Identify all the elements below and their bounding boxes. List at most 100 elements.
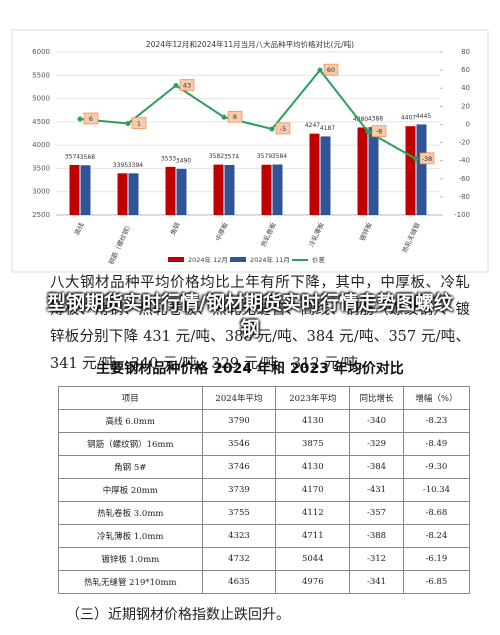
bar	[176, 168, 187, 215]
bar	[80, 165, 91, 215]
table-header-row: 项目 2024年平均 2023年平均 同比增长 增幅（%）	[58, 386, 471, 410]
table-row: 热轧卷板 3.0mm 3755 4112 -357 -8.68	[58, 501, 471, 525]
table-title: 主要钢材品种价格 2024 年和 2023 年均价对比	[96, 361, 404, 377]
table-cell: 3739	[201, 478, 277, 502]
table-cell: -329	[349, 432, 404, 456]
point-label: -38	[422, 155, 433, 163]
chart-title: 2024年12月和2024年11月当月八大品种平均价格对比(元/吨)	[146, 39, 354, 49]
table-cell: 4170	[275, 478, 351, 502]
table-cell: -384	[349, 455, 404, 479]
table-cell: 4635	[201, 570, 277, 594]
table-cell: -8.24	[402, 524, 471, 548]
y2-tick-label: -40	[459, 157, 470, 165]
label-box	[371, 125, 387, 137]
bar-label: 3490	[176, 157, 191, 164]
point-label: 6	[89, 115, 93, 123]
legend-item: 价差	[292, 255, 326, 264]
table-cell: 3755	[201, 501, 277, 525]
table-row: 冷轧薄板 1.0mm 4323 4711 -388 -8.24	[58, 524, 471, 548]
label-box	[131, 117, 147, 129]
bar-label: 4247	[305, 122, 320, 129]
footer: （三）近期钢材价格指数止跌回升。	[66, 607, 290, 623]
y2-tick-label: -100	[454, 211, 470, 219]
table-cell: 4130	[275, 409, 351, 433]
table-cell: 镀锌板 1.0mm	[58, 547, 203, 571]
table-cell: 4711	[275, 524, 351, 548]
point-label: 60	[327, 66, 335, 74]
bar	[117, 173, 128, 215]
header-cell: 项目	[58, 386, 203, 410]
point-label: 43	[183, 82, 191, 90]
y-tick-label: 4500	[32, 118, 50, 126]
table-row: 角钢 5# 3746 4130 -384 -9.30	[58, 455, 471, 479]
bar	[261, 164, 272, 215]
table-cell: -9.30	[402, 455, 471, 479]
point-label: -8	[376, 128, 382, 136]
price-table: 项目 2024年平均 2023年平均 同比增长 增幅（%） 高线 6.0mm 3790 413…	[58, 386, 471, 594]
overlay-title: 型钢期货实时行情/钢材期货实时行情走势图螺纹钢	[47, 292, 453, 340]
legend-swatch	[168, 257, 184, 262]
table-cell: 4112	[275, 501, 351, 525]
table-cell: 3790	[201, 409, 277, 433]
bar-label: 4187	[320, 125, 335, 132]
y-tick-label: 4000	[32, 141, 50, 149]
table-cell: -431	[349, 478, 404, 502]
y2-tick-label: -80	[459, 193, 470, 201]
y2-tick-label: 40	[461, 84, 470, 92]
table-cell: -8.68	[402, 501, 471, 525]
legend-item: 2024年 11月	[230, 255, 290, 264]
bar-label: 4407	[401, 115, 416, 122]
point-label: 8	[233, 113, 237, 121]
label-box	[275, 122, 291, 135]
point-label: -5	[280, 125, 286, 133]
table-cell: 4323	[201, 524, 277, 548]
line-point	[125, 121, 131, 127]
table-cell: 3746	[201, 455, 277, 479]
bar-label: 3574	[224, 153, 239, 160]
bar	[309, 133, 320, 215]
header-cell: 2023年平均	[275, 386, 351, 410]
bar	[416, 124, 427, 215]
bar-label: 3395	[113, 162, 128, 169]
table-cell: -6.19	[402, 547, 471, 571]
paragraph: 八大钢材品种平均价格均比上年有所下降，其中，中厚板、冷轧薄板、角钢、热轧卷板、热…	[50, 275, 470, 372]
table-cell: 热轧无缝管 219*10mm	[58, 570, 203, 594]
bar-label: 4445	[416, 113, 431, 120]
table-cell: 冷轧薄板 1.0mm	[58, 524, 203, 548]
y-tick-label: 3500	[32, 164, 50, 172]
header-cell: 2024年平均	[201, 386, 277, 410]
legend-label: 2024年 12月	[188, 255, 228, 264]
label-box	[83, 112, 99, 125]
y2-tick-label: 0	[466, 120, 470, 128]
bar	[272, 164, 283, 215]
line-point	[317, 67, 323, 73]
table-row: 高线 6.0mm 3790 4130 -340 -8.23	[58, 409, 471, 433]
y-tick-label: 2500	[32, 211, 50, 219]
line-point	[365, 129, 371, 135]
table-cell: 热轧卷板 3.0mm	[58, 501, 203, 525]
y-tick-label: 5000	[32, 95, 50, 103]
table-row: 钢筋（螺纹钢）16mm 3546 3875 -329 -8.49	[58, 432, 471, 456]
legend-swatch	[230, 257, 246, 262]
y2-tick-label: -20	[459, 139, 470, 147]
legend-item: 2024年 12月	[168, 255, 228, 264]
bar	[213, 164, 224, 215]
line-point	[173, 83, 179, 89]
point-label: 1	[137, 120, 141, 128]
y2-tick-label: 20	[461, 102, 470, 110]
legend-label: 2024年 11月	[250, 255, 290, 264]
line-point	[413, 156, 419, 162]
header-cell: 同比增长	[349, 386, 404, 410]
y-tick-label: 6000	[32, 48, 50, 56]
label-box	[179, 79, 195, 91]
bar-label: 3568	[80, 154, 95, 161]
y2-tick-label: 60	[461, 66, 470, 74]
bar-label: 3533	[161, 155, 176, 162]
bar-label: 3394	[128, 162, 143, 169]
bar	[320, 136, 331, 215]
bar-label: 3579	[257, 153, 272, 160]
legend-label: 价差	[312, 255, 326, 264]
table-cell: -341	[349, 570, 404, 594]
bar-label: 4380	[353, 116, 368, 123]
